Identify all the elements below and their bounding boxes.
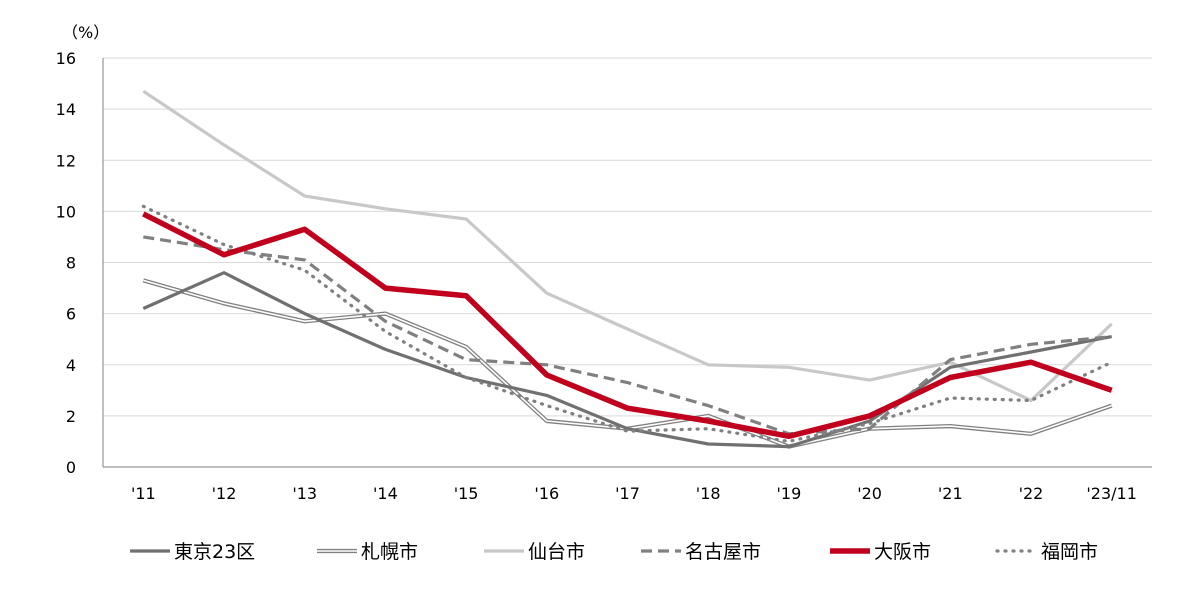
y-axis-unit-label: （%） bbox=[62, 23, 109, 42]
x-tick-label: '12 bbox=[212, 484, 237, 503]
series-path bbox=[142, 211, 1113, 440]
x-tick-label: '19 bbox=[777, 484, 802, 503]
y-tick-label: 12 bbox=[56, 151, 76, 170]
axes bbox=[102, 58, 1152, 468]
legend-item: 大阪市 bbox=[830, 541, 931, 563]
y-tick-label: 4 bbox=[66, 356, 76, 375]
legend-item: 東京23区 bbox=[130, 541, 255, 563]
y-tick-label: 2 bbox=[66, 407, 76, 426]
series-path bbox=[142, 271, 1112, 449]
legend-label: 東京23区 bbox=[174, 541, 255, 563]
x-tick-label: '14 bbox=[373, 484, 398, 503]
y-tick-label: 16 bbox=[56, 49, 76, 68]
x-tick-label: '22 bbox=[1019, 484, 1044, 503]
series-lines bbox=[141, 89, 1114, 449]
series-line-5 bbox=[142, 211, 1113, 440]
x-axis-tick-labels: '11 '12 '13 '14 '15 '16 '17 '18 '19 '20 '21 '22 '23/… bbox=[131, 484, 1137, 503]
x-tick-label: '11 bbox=[131, 484, 156, 503]
series-line-4 bbox=[143, 235, 1112, 436]
legend-item: 札幌市 bbox=[317, 541, 418, 563]
series-path bbox=[141, 204, 1114, 443]
legend-item: 名古屋市 bbox=[641, 541, 761, 563]
x-tick-label: '13 bbox=[292, 484, 317, 503]
x-tick-label: '21 bbox=[938, 484, 963, 503]
x-tick-label: '16 bbox=[534, 484, 559, 503]
series-path bbox=[142, 89, 1113, 403]
x-tick-label: '23/11 bbox=[1086, 484, 1137, 503]
x-tick-label: '20 bbox=[857, 484, 882, 503]
series-line-3 bbox=[142, 89, 1113, 403]
x-tick-label: '18 bbox=[696, 484, 721, 503]
legend-label: 福岡市 bbox=[1041, 541, 1098, 563]
legend-item: 仙台市 bbox=[484, 541, 585, 563]
y-tick-label: 10 bbox=[56, 202, 76, 221]
y-tick-label: 6 bbox=[66, 305, 76, 324]
y-tick-label: 14 bbox=[56, 100, 76, 119]
legend-label: 名古屋市 bbox=[685, 541, 761, 563]
y-tick-label: 0 bbox=[66, 458, 76, 477]
x-tick-label: '17 bbox=[615, 484, 640, 503]
legend-label: 札幌市 bbox=[361, 541, 418, 563]
gridlines bbox=[103, 57, 1152, 417]
series-path bbox=[143, 235, 1112, 436]
legend-item: 福岡市 bbox=[995, 541, 1098, 563]
legend: 東京23区 札幌市 仙台市 名古屋市 大阪市 福岡市 bbox=[130, 541, 1098, 563]
y-axis-tick-labels: 0 2 4 6 8 10 12 14 16 bbox=[56, 49, 76, 477]
series-line-1 bbox=[142, 271, 1112, 449]
legend-label: 大阪市 bbox=[874, 541, 931, 563]
legend-label: 仙台市 bbox=[528, 541, 585, 563]
y-tick-label: 8 bbox=[66, 254, 76, 273]
x-tick-label: '15 bbox=[454, 484, 479, 503]
series-line-6 bbox=[141, 204, 1114, 443]
